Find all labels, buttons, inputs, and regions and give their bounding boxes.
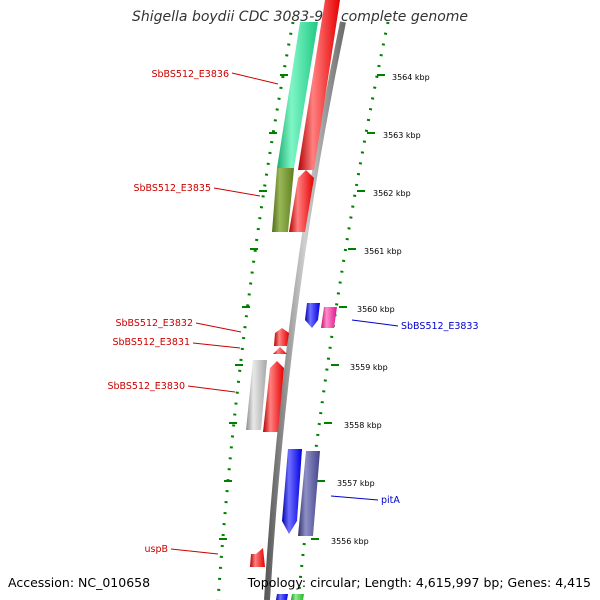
scale-labels: 3564 kbp 3563 kbp 3562 kbp 3561 kbp 3560… [331, 73, 430, 546]
gene-feature-red-triangle[interactable] [273, 347, 287, 354]
gene-feature-green-bottom[interactable] [291, 594, 304, 600]
gene-feature-red-small[interactable] [274, 328, 289, 346]
scale-tick-label: 3562 kbp [373, 189, 411, 198]
gene-feature-red-mid[interactable] [263, 361, 284, 432]
gene-label[interactable]: SbBS512_E3830 [107, 381, 185, 392]
gene-label[interactable]: pitA [381, 495, 400, 506]
scale-tick-label: 3560 kbp [357, 305, 395, 314]
label-leader-lines [170, 72, 399, 555]
gene-labels: SbBS512_E3836 SbBS512_E3835 SbBS512_E383… [107, 69, 478, 555]
gene-feature-magenta[interactable] [321, 307, 337, 328]
gene-feature-blue-large[interactable] [282, 449, 302, 534]
leader-line [231, 72, 279, 85]
gene-feature-slate[interactable] [298, 451, 320, 536]
scale-tick-label: 3556 kbp [331, 537, 369, 546]
leader-line [195, 322, 242, 333]
gene-feature-blue-small[interactable] [305, 303, 320, 328]
leader-line [192, 342, 241, 349]
gene-feature-blue-bottom[interactable] [276, 594, 288, 600]
scale-tick-label: 3561 kbp [364, 247, 402, 256]
scale-tick-label: 3558 kbp [344, 421, 382, 430]
leader-line [170, 548, 219, 555]
gene-label[interactable]: SbBS512_E3833 [401, 321, 479, 332]
gene-feature-gray[interactable] [246, 360, 267, 430]
gene-label[interactable]: SbBS512_E3832 [115, 318, 193, 329]
genome-summary-text: Topology: circular; Length: 4,615,997 bp… [247, 575, 591, 590]
gene-feature-olive[interactable] [272, 168, 294, 232]
leader-line [213, 187, 261, 197]
leader-line [330, 495, 379, 501]
map-title: Shigella boydii CDC 3083-94, complete ge… [131, 9, 469, 25]
gene-feature-seafoam[interactable] [277, 22, 318, 168]
scale-tick-label: 3557 kbp [337, 479, 375, 488]
major-ticks [219, 74, 385, 540]
scale-tick-label: 3564 kbp [392, 73, 430, 82]
leader-line [351, 319, 399, 327]
scale-tick-label: 3559 kbp [350, 363, 388, 372]
gene-label[interactable]: uspB [144, 544, 168, 555]
gene-feature-red-arrow[interactable] [289, 170, 314, 232]
gene-label[interactable]: SbBS512_E3835 [133, 183, 211, 194]
leader-line [187, 385, 236, 393]
gene-feature-red-bottom[interactable] [250, 548, 265, 567]
gene-label[interactable]: SbBS512_E3831 [112, 337, 190, 348]
gene-feature-red-upper[interactable] [298, 0, 340, 170]
accession-text: Accession: NC_010658 [8, 575, 151, 590]
genome-backbone [264, 21, 346, 600]
gene-label[interactable]: SbBS512_E3836 [151, 69, 229, 80]
inner-dotted-boundary [216, 21, 295, 600]
scale-tick-label: 3563 kbp [383, 131, 421, 140]
